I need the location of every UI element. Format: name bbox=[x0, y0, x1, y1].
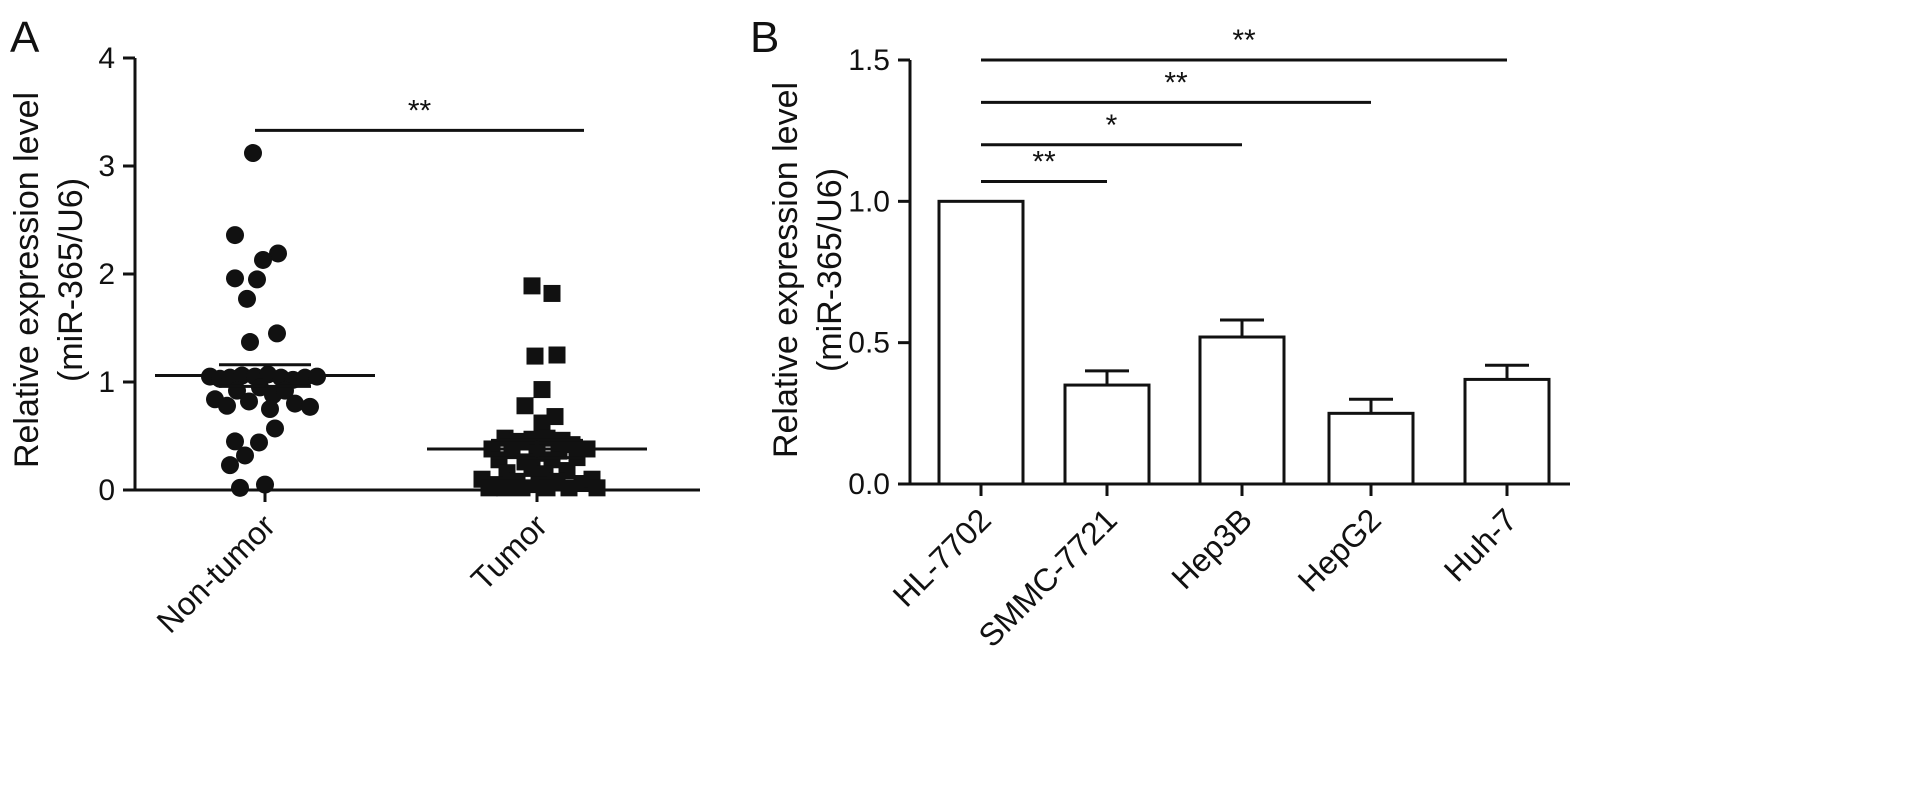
panel-a-point-non-tumor bbox=[226, 432, 244, 451]
panel-b-y-tick-label: 1.0 bbox=[848, 185, 890, 218]
panel-a-point-non-tumor bbox=[231, 478, 249, 497]
panel-a-point-non-tumor bbox=[226, 226, 244, 245]
panel-a-point-tumor bbox=[560, 479, 578, 497]
panel-a-x-label-non-tumor: Non-tumor bbox=[150, 507, 283, 640]
panel-a-point-tumor bbox=[546, 408, 564, 426]
panel-b-x-label-huh-7: Huh-7 bbox=[1437, 501, 1524, 588]
panel-b-x-label-hepg2: HepG2 bbox=[1291, 501, 1388, 598]
panel-a-x-label-tumor: Tumor bbox=[464, 507, 554, 597]
panel-a-point-non-tumor bbox=[238, 289, 256, 308]
panel-a-point-tumor bbox=[523, 277, 541, 295]
panel-a-point-non-tumor bbox=[268, 324, 286, 343]
panel-a-point-non-tumor bbox=[261, 400, 279, 418]
panel-a-point-non-tumor bbox=[221, 456, 239, 475]
panel-a: A Relative expression level (miR-365/U6)… bbox=[8, 13, 700, 640]
panel-a-point-non-tumor bbox=[248, 270, 266, 289]
panel-a-point-non-tumor bbox=[266, 419, 284, 438]
panel-a-point-tumor bbox=[543, 284, 561, 302]
panel-b-significance: ******* bbox=[981, 24, 1507, 184]
panel-b-significance-label-hepg2: ** bbox=[1164, 66, 1188, 99]
panel-a-ylabel-line1: Relative expression level bbox=[8, 92, 46, 468]
panel-b-significance-label-smmc-7721: ** bbox=[1032, 146, 1056, 179]
panel-b-bar-hl-7702 bbox=[937, 199, 1025, 486]
panel-b-bar-smmc-7721 bbox=[1063, 383, 1151, 486]
panel-a-y-tick-label: 1 bbox=[98, 366, 115, 399]
panel-b-x-label-hl-7702: HL-7702 bbox=[886, 501, 998, 613]
panel-a-significance-label: ** bbox=[408, 94, 432, 127]
panel-a-point-tumor bbox=[548, 346, 566, 364]
panel-letter-b: B bbox=[750, 13, 779, 62]
panel-a-point-tumor bbox=[516, 397, 534, 415]
panel-a-point-non-tumor bbox=[240, 392, 258, 411]
panel-b-bar-huh-7 bbox=[1463, 377, 1551, 486]
panel-b-ylabel-line2: (miR-365/U6) bbox=[811, 168, 849, 372]
panel-a-point-tumor bbox=[538, 429, 556, 447]
panel-b-y-tick-label: 0.5 bbox=[848, 327, 890, 360]
panel-b-x-label-hep3b: Hep3B bbox=[1164, 501, 1259, 596]
panel-a-point-non-tumor bbox=[286, 394, 304, 413]
panel-b-y-axis: 0.0 0.5 1.0 1.5 bbox=[848, 44, 912, 501]
panel-a-y-tick-label: 0 bbox=[98, 474, 115, 507]
panel-a-point-non-tumor bbox=[218, 396, 236, 415]
panel-a-point-tumor bbox=[490, 451, 508, 469]
panel-b-bars bbox=[937, 199, 1551, 486]
panel-a-point-tumor bbox=[538, 479, 556, 497]
panel-a-y-axis: 0 1 2 3 4 bbox=[98, 42, 137, 507]
panel-a-points bbox=[201, 144, 606, 497]
panel-b-significance-label-hep3b: * bbox=[1106, 109, 1118, 142]
panel-b-bar-hep3b bbox=[1198, 335, 1286, 486]
panel-a-mean-sem bbox=[155, 363, 647, 460]
panel-b-y-tick-label: 0.0 bbox=[848, 468, 890, 501]
panel-a-point-tumor bbox=[526, 347, 544, 365]
panel-a-point-non-tumor bbox=[256, 475, 274, 494]
panel-a-point-tumor bbox=[533, 381, 551, 399]
panel-b-ylabel-line1: Relative expression level bbox=[767, 82, 805, 458]
panel-a-point-tumor bbox=[480, 479, 498, 497]
panel-b-significance-label-huh-7: ** bbox=[1232, 24, 1256, 57]
panel-a-point-non-tumor bbox=[241, 333, 259, 352]
panel-a-x-axis: Non-tumor Tumor bbox=[135, 488, 700, 640]
panel-a-point-tumor bbox=[543, 451, 561, 469]
panel-letter-a: A bbox=[10, 13, 40, 62]
panel-a-y-tick-label: 3 bbox=[98, 150, 115, 183]
panel-a-significance: ** bbox=[255, 94, 584, 132]
panel-a-point-tumor bbox=[513, 479, 531, 497]
panel-a-point-non-tumor bbox=[244, 144, 262, 163]
panel-a-point-tumor bbox=[496, 479, 514, 497]
panel-a-point-tumor bbox=[588, 479, 606, 497]
panel-b-bar-hepg2 bbox=[1327, 411, 1415, 486]
panel-a-ylabel-line2: (miR-365/U6) bbox=[52, 178, 90, 382]
panel-a-point-non-tumor bbox=[236, 446, 254, 465]
panel-b-y-tick-label: 1.5 bbox=[848, 44, 890, 77]
panel-b: B Relative expression level (miR-365/U6)… bbox=[750, 13, 1570, 654]
panel-a-point-non-tumor bbox=[301, 397, 319, 416]
panel-a-point-tumor bbox=[533, 414, 551, 432]
panel-a-y-tick-label: 4 bbox=[98, 42, 115, 75]
panel-a-point-non-tumor bbox=[226, 269, 244, 288]
panel-a-point-tumor bbox=[523, 459, 541, 477]
panel-a-point-non-tumor bbox=[250, 433, 268, 452]
panel-a-point-non-tumor bbox=[269, 244, 287, 263]
panel-a-point-non-tumor bbox=[254, 250, 272, 269]
panel-a-y-tick-label: 2 bbox=[98, 258, 115, 291]
